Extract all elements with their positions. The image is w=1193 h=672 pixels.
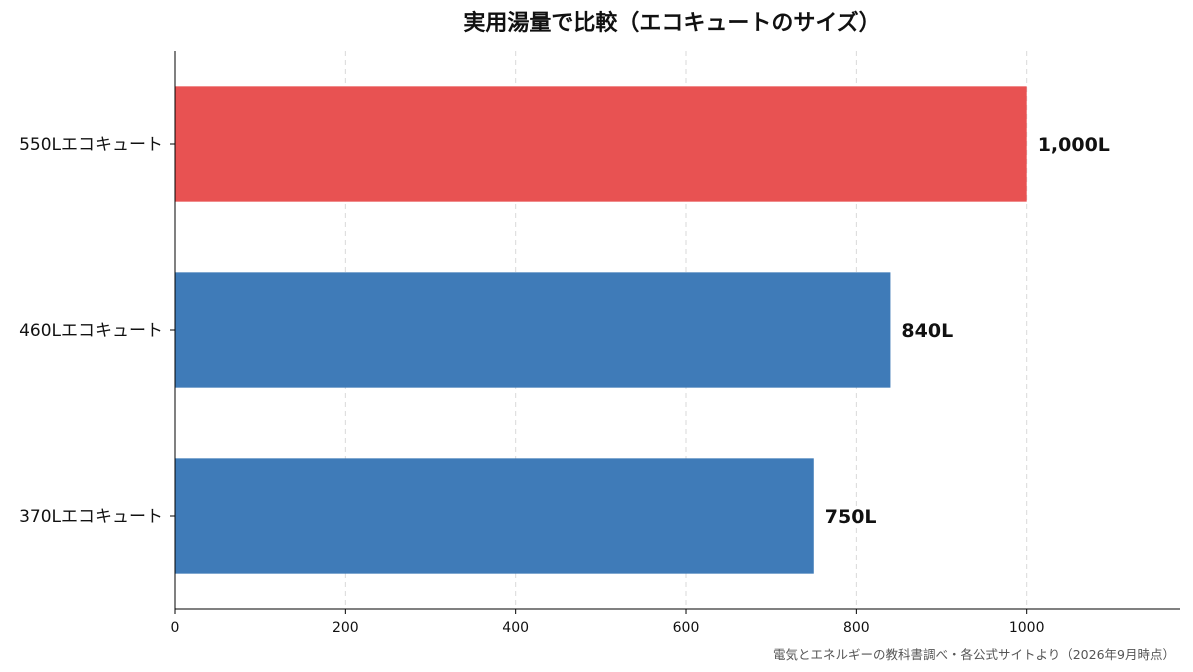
x-tick-label-0: 0 [171,620,180,636]
source-note: 電気とエネルギーの教科書調べ・各公式サイトより（2026年9月時点） [773,647,1175,662]
category-label-1: 460Lエコキュート [19,321,163,341]
x-tick-label-3: 600 [673,620,700,636]
data-label-0: 1,000L [1038,134,1110,156]
data-label-1: 840L [901,320,953,342]
x-tick-label-5: 1000 [1009,620,1045,636]
category-label-0: 550Lエコキュート [19,135,163,155]
x-tick-label-1: 200 [332,620,359,636]
x-tick-label-2: 400 [502,620,529,636]
labels-layer: 550Lエコキュート 1,000L 460Lエコキュート 840L 370Lエコキュート… [19,134,1110,528]
bar-1 [175,272,891,388]
axis-layer: 0 200 400 600 800 1000 [170,51,1180,636]
data-label-2: 750L [825,506,877,528]
bars-layer [175,86,1027,574]
chart-title: 実用湯量で比較（エコキュートのサイズ） [463,10,880,36]
bar-0 [175,86,1027,202]
x-tick-label-4: 800 [843,620,870,636]
bar-2 [175,458,814,574]
category-label-2: 370Lエコキュート [19,507,163,527]
